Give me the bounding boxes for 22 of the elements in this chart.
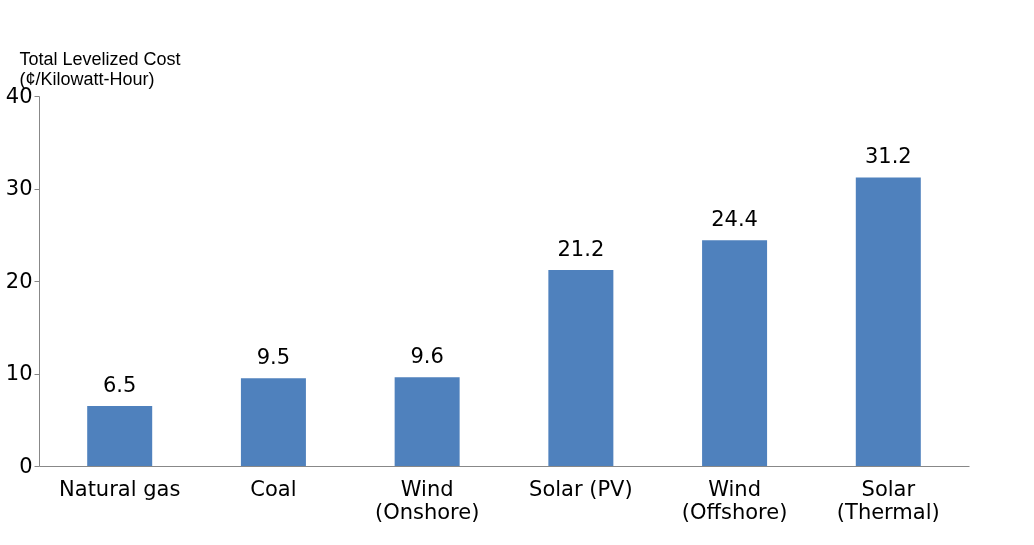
data-label: 21.2 — [557, 236, 605, 261]
x-tick-label: Coal — [250, 476, 297, 501]
data-label: 9.5 — [256, 345, 291, 370]
bar — [548, 269, 614, 466]
y-tick-label: 0 — [19, 453, 33, 478]
bar — [240, 378, 306, 466]
x-tick-label: Solar (Thermal) — [836, 476, 940, 524]
bar — [87, 405, 153, 466]
data-label: 6.5 — [103, 372, 137, 397]
bar — [855, 177, 921, 466]
data-label: 31.2 — [864, 144, 912, 169]
bar — [702, 240, 768, 466]
x-tick-label: Wind (Offshore) — [681, 476, 788, 524]
y-tick-label: 30 — [5, 176, 33, 200]
x-tick-label: Natural gas — [59, 476, 181, 501]
y-tick-label: 10 — [5, 361, 33, 385]
x-tick-label: Wind (Onshore) — [374, 476, 480, 524]
x-tick-label: Solar (PV) — [529, 476, 633, 501]
bar — [394, 377, 460, 466]
data-label: 24.4 — [711, 207, 758, 232]
data-label: 9.6 — [410, 344, 444, 369]
y-tick-label: 20 — [5, 268, 33, 293]
